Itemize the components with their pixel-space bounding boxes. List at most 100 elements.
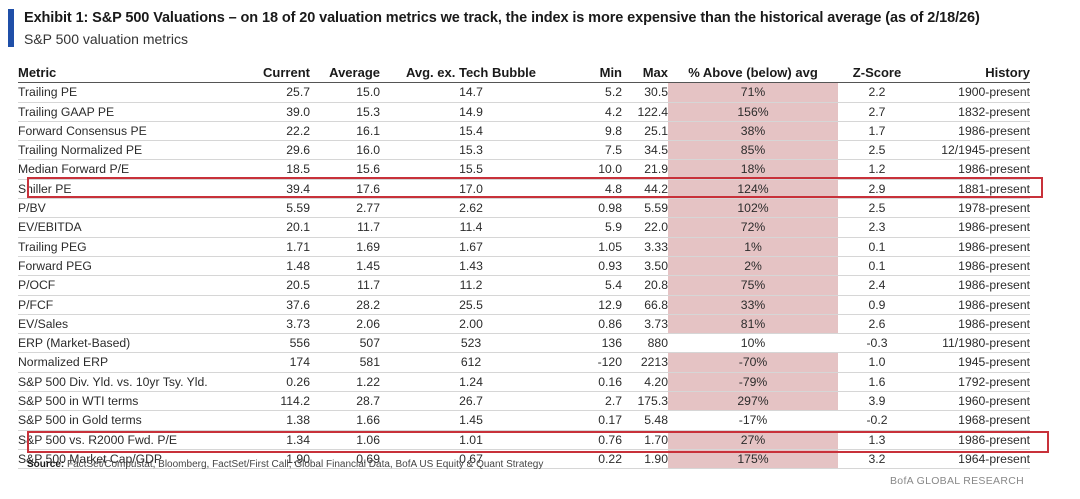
table-row: Normalized ERP 174 581 612 -120 2213 -70% 1.0 19… [18, 352, 1030, 373]
cell-max: 1.70 [644, 432, 668, 447]
cell-avg-ex-tech: 1.43 [459, 258, 483, 273]
cell-z-score: 2.3 [868, 220, 886, 235]
table-row: P/OCF 20.5 11.7 11.2 5.4 20.8 75% 2.4 1986-prese… [18, 275, 1030, 296]
cell-min: 2.7 [605, 394, 622, 409]
cell-avg-ex-tech: 11.2 [459, 278, 483, 293]
table-row: Median Forward P/E 18.5 15.6 15.5 10.0 21.9 18… [18, 159, 1030, 180]
cell-current: 29.6 [286, 143, 310, 158]
cell-min: 4.8 [605, 181, 622, 196]
cell-average: 1.66 [356, 413, 380, 428]
cell-avg-ex-tech: 1.67 [459, 239, 483, 254]
cell-max: 4.20 [644, 374, 668, 389]
cell-pct-above: 10% [740, 336, 766, 351]
cell-history: 1964-present [958, 451, 1030, 466]
cell-average: 17.6 [356, 181, 380, 196]
cell-history: 1986-present [958, 123, 1030, 138]
cell-metric: S&P 500 in WTI terms [18, 394, 139, 409]
cell-z-score: -0.2 [866, 413, 888, 428]
cell-history: 1986-present [958, 316, 1030, 331]
cell-history: 1945-present [958, 355, 1030, 370]
cell-current: 556 [289, 336, 310, 351]
cell-metric: EV/EBITDA [18, 220, 82, 235]
table-row: Forward Consensus PE 22.2 16.1 15.4 9.8 25.1 3… [18, 121, 1030, 141]
cell-average: 0.69 [356, 451, 380, 466]
exhibit-subtitle: S&P 500 valuation metrics [24, 31, 188, 47]
cell-current: 1.48 [286, 258, 310, 273]
cell-average: 16.1 [356, 123, 380, 138]
cell-min: 4.2 [605, 104, 622, 119]
cell-pct-above: 85% [668, 140, 838, 160]
column-header-current: Current [263, 65, 310, 80]
cell-avg-ex-tech: 14.9 [459, 104, 483, 119]
cell-z-score: 1.7 [868, 123, 886, 138]
exhibit-title: Exhibit 1: S&P 500 Valuations – on 18 of… [24, 10, 980, 26]
cell-max: 3.73 [644, 316, 668, 331]
table-row: P/FCF 37.6 28.2 25.5 12.9 66.8 33% 0.9 1986-pres… [18, 295, 1030, 315]
cell-metric: P/OCF [18, 278, 56, 293]
table-row: Trailing GAAP PE 39.0 15.3 14.9 4.2 122.4 156%… [18, 102, 1030, 122]
cell-avg-ex-tech: 1.24 [459, 374, 483, 389]
table-row: S&P 500 in Gold terms 1.38 1.66 1.45 0.17 5.4… [18, 411, 1030, 431]
source-note: Source: FactSet/Compustat, Bloomberg, Fa… [27, 459, 543, 470]
cell-avg-ex-tech: 26.7 [459, 394, 483, 409]
cell-avg-ex-tech: 2.62 [459, 201, 483, 216]
table-row: S&P 500 in WTI terms 114.2 28.7 26.7 2.7 175.… [18, 391, 1030, 411]
cell-z-score: 2.6 [868, 316, 886, 331]
cell-pct-above: -70% [668, 352, 838, 373]
cell-average: 2.77 [356, 201, 380, 216]
cell-pct-above: 297% [668, 391, 838, 411]
cell-history: 1986-present [958, 220, 1030, 235]
cell-current: 3.73 [286, 316, 310, 331]
cell-current: 20.1 [286, 220, 310, 235]
table-body: Trailing PE 25.7 15.0 14.7 5.2 30.5 71% 2.2 1900… [18, 82, 1030, 469]
cell-metric: Forward Consensus PE [18, 123, 147, 138]
column-header-history: History [985, 65, 1030, 80]
cell-average: 11.7 [357, 220, 380, 235]
cell-pct-above: -17% [738, 413, 768, 428]
cell-metric: Median Forward P/E [18, 162, 130, 177]
cell-pct-above: 71% [668, 82, 838, 103]
cell-current: 39.0 [286, 104, 310, 119]
cell-avg-ex-tech: 612 [460, 355, 482, 370]
cell-metric: ERP (Market-Based) [18, 336, 131, 351]
column-header-metric: Metric [18, 65, 57, 80]
cell-z-score: 2.4 [868, 278, 886, 293]
cell-max: 66.8 [644, 297, 668, 312]
cell-z-score: 1.6 [868, 374, 886, 389]
cell-metric: Normalized ERP [18, 355, 109, 370]
cell-max: 880 [647, 336, 668, 351]
cell-min: 0.16 [598, 374, 622, 389]
cell-min: 136 [601, 336, 622, 351]
cell-avg-ex-tech: 17.0 [459, 181, 483, 196]
cell-max: 3.33 [644, 239, 668, 254]
cell-pct-above: 175% [668, 449, 838, 469]
column-header-max: Max [642, 65, 668, 80]
cell-metric: S&P 500 in Gold terms [18, 413, 142, 428]
cell-avg-ex-tech: 15.5 [459, 162, 483, 177]
cell-average: 15.0 [356, 85, 380, 100]
cell-min: 5.4 [605, 278, 622, 293]
cell-avg-ex-tech: 1.45 [459, 413, 483, 428]
cell-z-score: 2.5 [868, 143, 886, 158]
cell-history: 1792-present [958, 374, 1030, 389]
cell-average: 15.6 [356, 162, 380, 177]
cell-max: 34.5 [644, 143, 668, 158]
cell-min: 7.5 [605, 143, 622, 158]
cell-min: 0.76 [598, 432, 622, 447]
cell-history: 12/1945-present [941, 143, 1030, 158]
cell-min: 5.2 [605, 85, 622, 100]
cell-current: 18.5 [286, 162, 310, 177]
cell-max: 3.50 [644, 258, 668, 273]
table-row: EV/EBITDA 20.1 11.7 11.4 5.9 22.0 72% 2.3 1986-p… [18, 217, 1030, 238]
table-header-row: Metric Current Average Avg. ex. Tech Bub… [18, 64, 1030, 83]
table-row: EV/Sales 3.73 2.06 2.00 0.86 3.73 81% 2.6 1986-p… [18, 314, 1030, 334]
cell-max: 22.0 [644, 220, 668, 235]
table-row: S&P 500 vs. R2000 Fwd. P/E 1.34 1.06 1.01 0.… [18, 430, 1030, 450]
cell-current: 0.26 [286, 374, 310, 389]
cell-avg-ex-tech: 15.4 [459, 123, 483, 138]
cell-pct-above: 38% [668, 121, 838, 141]
cell-pct-above: -79% [668, 372, 838, 392]
cell-pct-above: 75% [668, 275, 838, 296]
bofa-brand: BofA GLOBAL RESEARCH [890, 475, 1024, 487]
cell-history: 1900-present [958, 85, 1030, 100]
